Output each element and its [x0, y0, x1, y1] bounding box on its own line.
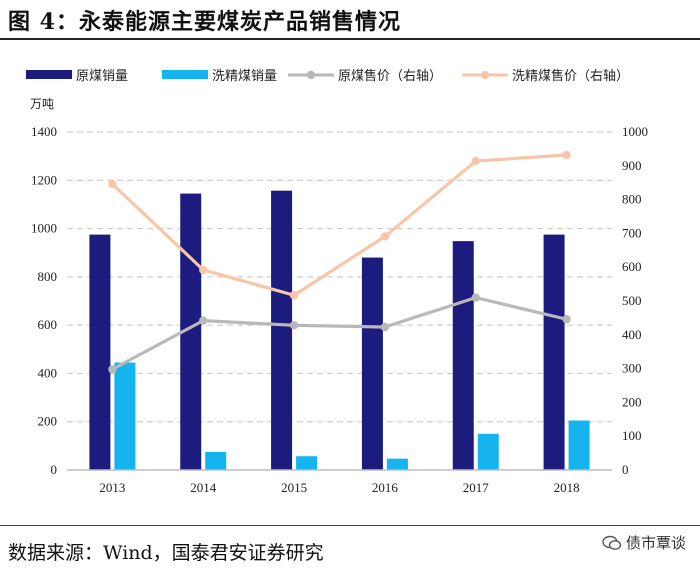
bar-原煤销量: [271, 190, 293, 470]
left-axis: 0 200 400 600 800 1000 1200 1400 万吨: [30, 97, 57, 477]
legend-label: 洗精煤售价（右轴）: [512, 68, 629, 84]
legend: 原煤销量 洗精煤销量 原煤售价（右轴） 洗精煤售价（右轴）: [26, 68, 629, 84]
x-tick-label: 2016: [372, 480, 399, 495]
watermark: 债市覃谈: [602, 532, 686, 553]
left-tick-label: 400: [38, 365, 58, 380]
right-tick-label: 400: [622, 327, 642, 342]
figure-title: 图 4：永泰能源主要煤炭产品销售情况: [8, 9, 401, 35]
watermark-text: 债市覃谈: [625, 534, 686, 552]
source-rule: [0, 525, 700, 526]
right-tick-label: 100: [622, 428, 642, 443]
point-原煤售价（右轴）: [471, 293, 480, 302]
left-tick-label: 1400: [31, 124, 57, 139]
bar-series: [89, 190, 590, 471]
chart: 原煤销量 洗精煤销量 原煤售价（右轴） 洗精煤售价（右轴） 0 200 400 600 800…: [26, 68, 648, 495]
line-原煤售价（右轴）: [111, 296, 567, 371]
bar-原煤销量: [543, 234, 565, 470]
point-洗精煤售价（右轴）: [380, 232, 390, 241]
left-tick-label: 1200: [31, 172, 57, 187]
point-原煤售价（右轴）: [562, 315, 571, 324]
point-原煤售价（右轴）: [289, 321, 299, 330]
x-tick-label: 2017: [463, 480, 490, 495]
left-tick-label: 0: [51, 462, 58, 477]
bar-原煤销量: [452, 241, 474, 470]
left-tick-label: 800: [38, 269, 58, 284]
x-tick-label: 2018: [554, 480, 580, 495]
point-洗精煤售价（右轴）: [289, 291, 299, 300]
right-axis: 0 100 200 300 400 500 600 700 800 900 1000: [622, 124, 648, 477]
point-原煤售价（右轴）: [199, 316, 208, 325]
bar-洗精煤销量: [568, 420, 590, 470]
right-tick-label: 200: [622, 394, 642, 409]
left-tick-label: 200: [38, 414, 58, 429]
wechat-icon: [602, 535, 622, 550]
point-洗精煤售价（右轴）: [108, 179, 117, 189]
right-tick-label: 600: [622, 259, 642, 274]
legend-marker-原煤售价（右轴）: [306, 70, 316, 80]
gridlines: [67, 131, 612, 423]
right-tick-label: 1000: [622, 124, 648, 139]
line-series: [108, 150, 571, 374]
bar-原煤销量: [89, 234, 111, 470]
bar-洗精煤销量: [386, 458, 408, 470]
x-tick-label: 2014: [190, 480, 217, 495]
bar-洗精煤销量: [114, 362, 136, 470]
point-原煤售价（右轴）: [380, 322, 390, 332]
legend-swatch-洗精煤销量: [162, 70, 208, 79]
legend-marker-洗精煤售价（右轴）: [480, 70, 490, 80]
right-tick-label: 800: [622, 192, 642, 207]
bar-原煤销量: [361, 257, 383, 470]
bar-洗精煤销量: [296, 456, 318, 470]
point-洗精煤售价（右轴）: [199, 265, 208, 275]
left-tick-label: 1000: [31, 221, 57, 236]
legend-label: 原煤售价（右轴）: [338, 68, 442, 84]
point-洗精煤售价（右轴）: [471, 156, 480, 166]
right-tick-label: 0: [622, 462, 629, 477]
x-tick-label: 2015: [281, 480, 307, 495]
right-tick-label: 500: [622, 293, 642, 308]
line-洗精煤售价（右轴）: [111, 153, 567, 297]
legend-swatch-原煤销量: [26, 70, 72, 79]
title-rule: [0, 38, 700, 40]
right-tick-label: 900: [622, 158, 642, 173]
left-tick-label: 600: [38, 317, 58, 332]
point-原煤售价（右轴）: [108, 365, 117, 374]
bar-洗精煤销量: [205, 451, 227, 470]
left-axis-unit: 万吨: [30, 97, 54, 111]
legend-label: 洗精煤销量: [212, 69, 277, 84]
point-洗精煤售价（右轴）: [562, 150, 571, 160]
source-note: 数据来源：Wind，国泰君安证券研究: [8, 542, 324, 564]
legend-label: 原煤销量: [76, 69, 128, 84]
x-axis: 2013 2014 2015 2016 2017 2018: [67, 469, 612, 495]
right-tick-label: 700: [622, 225, 642, 240]
x-tick-label: 2013: [99, 480, 125, 495]
right-tick-label: 300: [622, 361, 642, 376]
bar-洗精煤销量: [477, 433, 499, 470]
